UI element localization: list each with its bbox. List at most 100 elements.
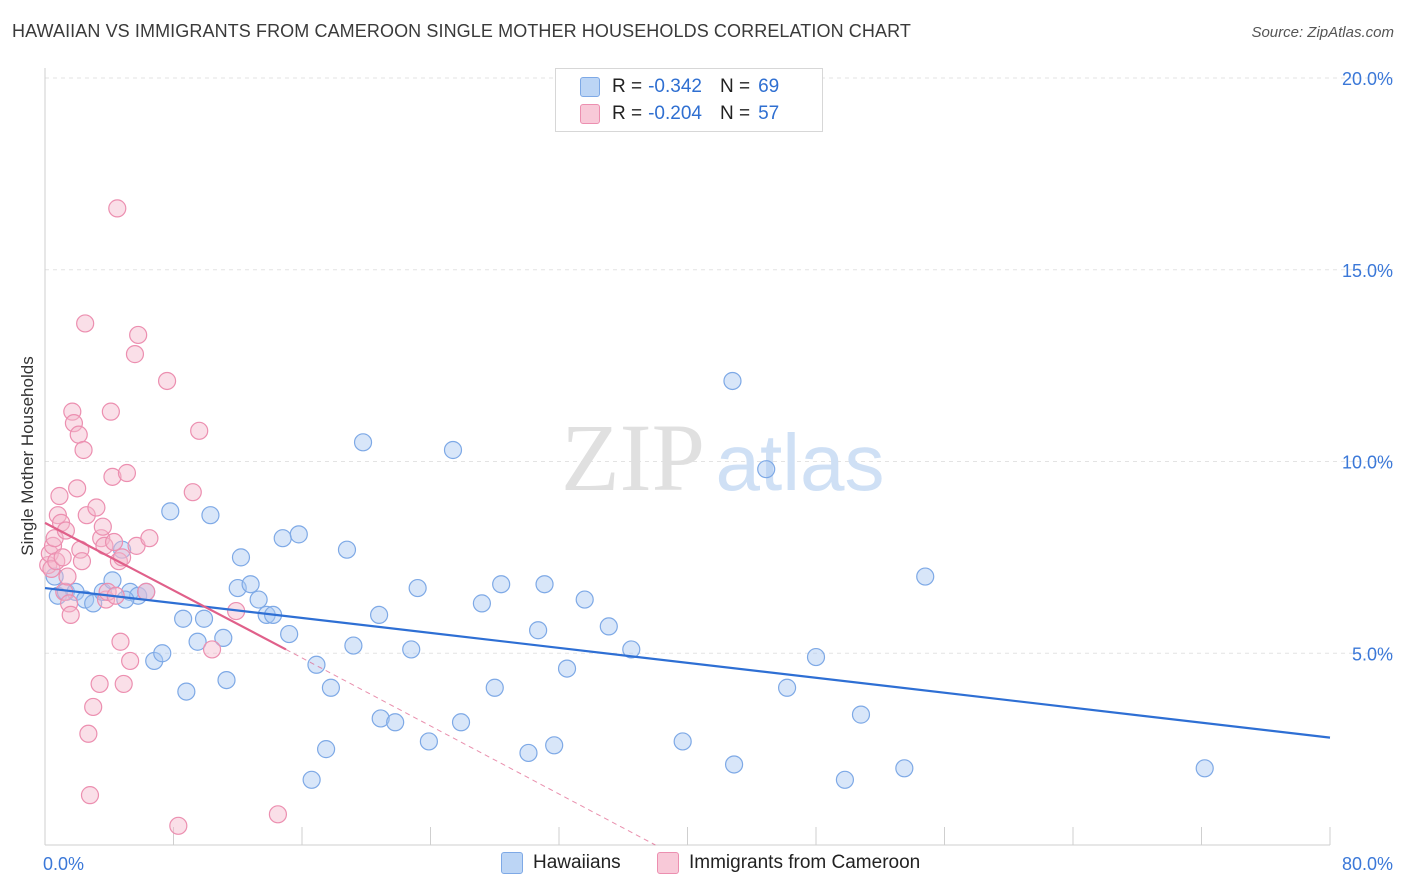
hawaiian-point (174, 609, 193, 628)
hawaiian-point (116, 590, 135, 609)
tick-labels: 5.0% 10.0% 15.0% 20.0% 0.0% 80.0% (43, 69, 1393, 874)
cameroon-point (61, 605, 80, 625)
hawaiian-point (916, 567, 935, 586)
axes (44, 68, 1331, 846)
cameroon-point (93, 517, 112, 536)
cameroon-point (76, 314, 95, 333)
cameroon-point (77, 506, 96, 525)
cameroon-point (64, 414, 84, 433)
hawaiian-point (777, 678, 797, 697)
cameroon-point (87, 498, 106, 517)
legend-r-value: -0.342 (648, 76, 702, 97)
hawaiian-point (1195, 759, 1214, 778)
legend-row-hawaiians: R = -0.342 N = 69 (580, 75, 779, 99)
x-tick-label: 0.0% (43, 854, 84, 874)
hawaiian-point (188, 632, 207, 651)
x-tick-label: 80.0% (1342, 854, 1393, 874)
hawaiian-trend-line (44, 586, 1331, 739)
hawaiian-point (723, 371, 742, 391)
cameroon-point (137, 582, 156, 601)
hawaiian-point (194, 609, 214, 628)
cameroon-point (129, 325, 148, 345)
cameroon-point (121, 651, 140, 671)
cameroon-point (50, 486, 69, 506)
hawaiian-point (344, 636, 363, 655)
cameroon-point (202, 640, 222, 659)
y-tick-label: 10.0% (1342, 453, 1393, 473)
cameroon-trend-extension (285, 648, 656, 846)
hawaiian-point (599, 617, 618, 636)
cameroon-point (84, 697, 103, 717)
cameroon-point (101, 402, 120, 421)
hawaiian-point (557, 659, 577, 678)
hawaiian-point (316, 740, 336, 759)
legend-swatch-blue (580, 77, 600, 97)
hawaiian-point (371, 709, 390, 728)
hawaiian-point (241, 575, 260, 594)
legend-row-cameroon: R = -0.204 N = 57 (580, 102, 779, 126)
legend-r-value: -0.204 (648, 103, 702, 124)
cameroon-point (68, 479, 87, 498)
legend-n-value: 57 (758, 103, 780, 124)
cameroon-point (157, 371, 177, 391)
cameroon-trend-line (44, 521, 287, 651)
hawaiian-point (519, 743, 538, 763)
hawaiian-point (280, 624, 299, 644)
hawaiian-point (529, 621, 548, 640)
data-points (39, 199, 1214, 835)
hawaiian-point (161, 502, 180, 521)
cameroon-point (72, 552, 92, 571)
legend-n-value: 69 (758, 76, 780, 97)
hawaiian-point (307, 655, 326, 674)
hawaiian-point (851, 705, 871, 724)
hawaiian-point (289, 525, 308, 544)
cameroon-point (59, 594, 79, 613)
cameroon-point (169, 816, 188, 835)
legend-r-label: R = (612, 103, 643, 124)
hawaiian-point (353, 433, 373, 452)
hawaiian-point (492, 575, 511, 594)
cameroon-point (108, 199, 127, 218)
hawaiian-point (201, 506, 220, 525)
cameroon-point (140, 529, 159, 548)
cameroon-point (114, 674, 133, 694)
hawaiian-point (724, 755, 744, 774)
hawaiian-point (321, 678, 341, 697)
grid-lines (45, 77, 1395, 654)
legend-item-hawaiians[interactable]: Hawaiians (501, 852, 621, 874)
hawaiian-point (575, 590, 594, 609)
hawaiian-point (370, 605, 389, 625)
legend-swatch-pink (657, 852, 679, 874)
hawaiian-point (443, 440, 463, 460)
hawaiian-point (673, 732, 692, 751)
cameroon-point (268, 805, 288, 824)
legend-r-label: R = (612, 76, 643, 97)
hawaiian-point (402, 640, 421, 659)
series-legend: Hawaiians Immigrants from Cameroon (0, 852, 1406, 878)
trend-lines (44, 521, 1331, 846)
cameroon-point (90, 674, 109, 694)
source-label: Source: ZipAtlas.com (1251, 24, 1394, 41)
legend-item-cameroon[interactable]: Immigrants from Cameroon (657, 852, 920, 874)
hawaiian-point (545, 736, 564, 755)
cameroon-point (117, 463, 137, 483)
hawaiian-point (535, 575, 554, 594)
correlation-legend: R = -0.342 N = 69 R = -0.204 N = 57 (555, 68, 823, 132)
y-tick-label: 5.0% (1352, 644, 1393, 664)
hawaiian-point (337, 540, 357, 559)
hawaiian-point (249, 590, 268, 609)
cameroon-point (104, 532, 124, 552)
watermark-atlas: atlas (716, 418, 885, 507)
legend-swatch-pink (580, 104, 600, 124)
hawaiian-point (806, 647, 826, 667)
y-tick-label: 15.0% (1342, 261, 1393, 281)
legend-n-label: N = (719, 76, 751, 97)
hawaiian-point (273, 529, 292, 548)
hawaiian-point (302, 770, 321, 789)
cameroon-point (183, 483, 202, 502)
legend-n-label: N = (719, 103, 751, 124)
hawaiian-point (757, 460, 776, 479)
cameroon-point (53, 548, 72, 567)
cameroon-point (74, 440, 93, 460)
